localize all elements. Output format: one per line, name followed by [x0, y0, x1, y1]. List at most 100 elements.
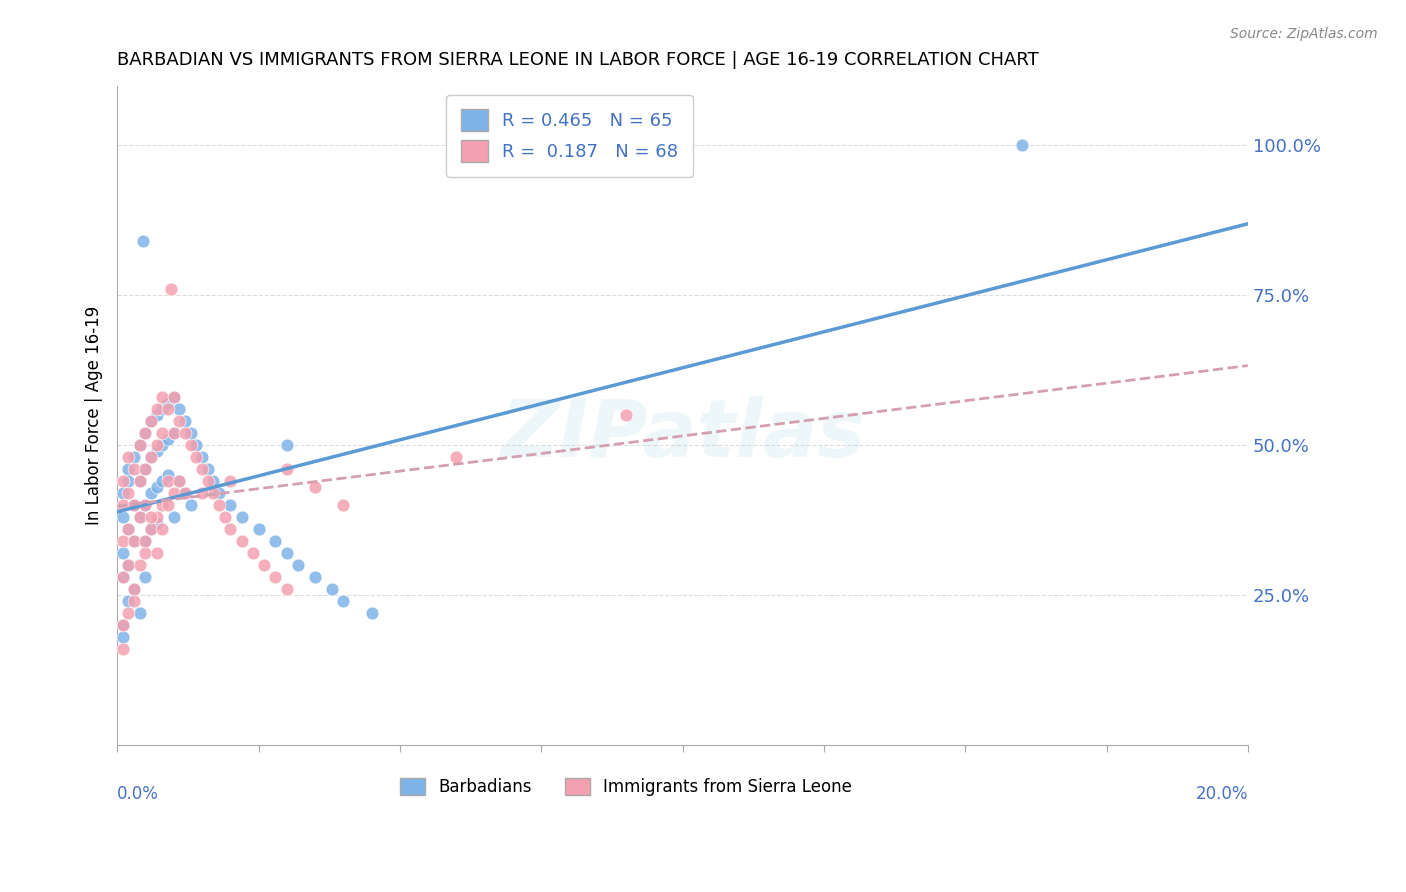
Point: [139, 522, 162, 536]
Point: [247, 522, 270, 536]
Point: [1011, 138, 1033, 153]
Point: [134, 426, 156, 441]
Point: [276, 438, 298, 452]
Point: [134, 426, 156, 441]
Point: [169, 475, 191, 489]
Point: [122, 534, 145, 549]
Point: [197, 462, 219, 476]
Point: [157, 499, 180, 513]
Point: [321, 582, 343, 597]
Point: [152, 426, 174, 441]
Point: [186, 450, 208, 465]
Point: [191, 462, 214, 476]
Point: [111, 642, 134, 657]
Point: [117, 558, 139, 573]
Point: [332, 594, 354, 608]
Point: [117, 450, 139, 465]
Point: [152, 438, 174, 452]
Point: [145, 546, 167, 560]
Point: [287, 558, 309, 573]
Point: [152, 475, 174, 489]
Point: [139, 522, 162, 536]
Point: [128, 438, 150, 452]
Point: [180, 499, 202, 513]
Point: [139, 510, 162, 524]
Text: BARBADIAN VS IMMIGRANTS FROM SIERRA LEONE IN LABOR FORCE | AGE 16-19 CORRELATION: BARBADIAN VS IMMIGRANTS FROM SIERRA LEON…: [117, 51, 1039, 69]
Point: [145, 409, 167, 423]
Point: [117, 594, 139, 608]
Point: [122, 582, 145, 597]
Point: [128, 510, 150, 524]
Point: [117, 462, 139, 476]
Point: [614, 409, 637, 423]
Point: [214, 510, 236, 524]
Point: [134, 546, 156, 560]
Point: [117, 558, 139, 573]
Point: [180, 426, 202, 441]
Point: [111, 546, 134, 560]
Point: [157, 396, 180, 410]
Point: [128, 475, 150, 489]
Point: [191, 450, 214, 465]
Point: [134, 462, 156, 476]
Text: 20.0%: 20.0%: [1195, 785, 1249, 803]
Point: [111, 534, 134, 549]
Point: [111, 499, 134, 513]
Point: [111, 618, 134, 632]
Point: [231, 510, 253, 524]
Point: [219, 522, 242, 536]
Point: [169, 475, 191, 489]
Point: [160, 282, 183, 296]
Point: [111, 630, 134, 644]
Point: [304, 570, 326, 584]
Point: [145, 510, 167, 524]
Point: [186, 438, 208, 452]
Point: [163, 391, 186, 405]
Point: [152, 522, 174, 536]
Point: [117, 486, 139, 500]
Point: [174, 486, 197, 500]
Point: [122, 594, 145, 608]
Point: [128, 510, 150, 524]
Point: [117, 475, 139, 489]
Point: [242, 546, 264, 560]
Point: [202, 486, 225, 500]
Point: [122, 582, 145, 597]
Point: [134, 534, 156, 549]
Point: [122, 499, 145, 513]
Text: ZIPatlas: ZIPatlas: [501, 396, 865, 475]
Point: [332, 499, 354, 513]
Point: [191, 486, 214, 500]
Point: [122, 534, 145, 549]
Point: [276, 582, 298, 597]
Point: [174, 414, 197, 428]
Point: [117, 607, 139, 621]
Point: [157, 475, 180, 489]
Point: [139, 450, 162, 465]
Point: [197, 475, 219, 489]
Point: [253, 558, 276, 573]
Point: [304, 480, 326, 494]
Point: [174, 486, 197, 500]
Point: [131, 235, 153, 249]
Point: [128, 607, 150, 621]
Point: [360, 607, 382, 621]
Point: [111, 570, 134, 584]
Point: [139, 450, 162, 465]
Point: [163, 391, 186, 405]
Point: [231, 534, 253, 549]
Point: [134, 570, 156, 584]
Point: [134, 534, 156, 549]
Legend: Barbadians, Immigrants from Sierra Leone: Barbadians, Immigrants from Sierra Leone: [394, 772, 859, 803]
Point: [174, 426, 197, 441]
Point: [157, 433, 180, 447]
Point: [117, 522, 139, 536]
Point: [117, 522, 139, 536]
Text: 0.0%: 0.0%: [117, 785, 159, 803]
Point: [219, 499, 242, 513]
Point: [163, 426, 186, 441]
Point: [145, 444, 167, 458]
Point: [276, 462, 298, 476]
Point: [122, 499, 145, 513]
Point: [128, 475, 150, 489]
